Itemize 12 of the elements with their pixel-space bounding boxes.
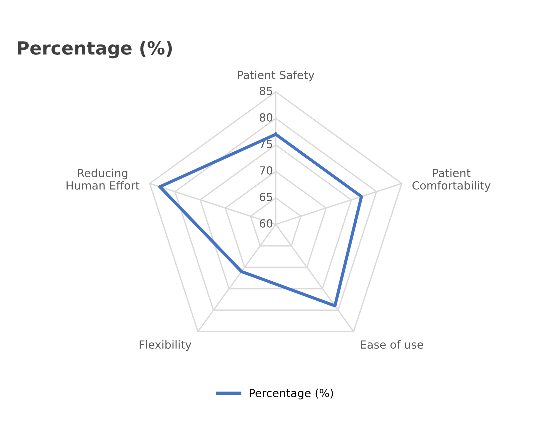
y-tick-label: 85 — [260, 86, 272, 96]
y-tick-label: 80 — [260, 113, 273, 122]
spoke-label: Ease of use — [361, 340, 424, 349]
y-tick-label: 60 — [260, 219, 273, 228]
spoke-label: Patient Comfortability — [412, 168, 491, 192]
spoke-label: Reducing Human Effort — [66, 168, 140, 190]
chart-title: Percentage (%) — [18, 41, 172, 59]
legend-label: Percentage (%) — [250, 388, 334, 400]
y-tick-label: 70 — [260, 166, 273, 175]
spoke-label: Patient Safety — [238, 70, 315, 82]
y-tick-label: 65 — [260, 192, 272, 202]
spoke-label: Flexibility — [140, 340, 192, 352]
